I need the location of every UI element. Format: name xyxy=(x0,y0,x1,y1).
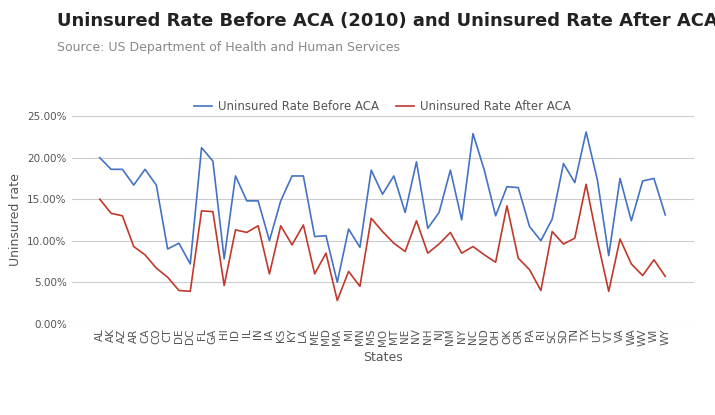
Line: Uninsured Rate After ACA: Uninsured Rate After ACA xyxy=(100,184,665,300)
Uninsured Rate Before ACA xyxy=(333,280,342,285)
Uninsured Rate After ACA xyxy=(650,257,659,262)
Legend: Uninsured Rate Before ACA, Uninsured Rate After ACA: Uninsured Rate Before ACA, Uninsured Rat… xyxy=(189,95,576,117)
Uninsured Rate After ACA xyxy=(220,283,229,288)
Uninsured Rate Before ACA xyxy=(220,256,229,261)
Uninsured Rate After ACA xyxy=(582,182,591,187)
Uninsured Rate After ACA xyxy=(480,252,488,257)
Uninsured Rate After ACA xyxy=(514,256,523,261)
Text: Source: US Department of Health and Human Services: Source: US Department of Health and Huma… xyxy=(57,42,400,54)
X-axis label: States: States xyxy=(363,352,403,364)
Uninsured Rate Before ACA xyxy=(96,155,104,160)
Uninsured Rate Before ACA xyxy=(265,238,274,243)
Uninsured Rate Before ACA xyxy=(514,185,523,190)
Uninsured Rate After ACA xyxy=(661,274,669,279)
Uninsured Rate After ACA xyxy=(277,223,285,228)
Y-axis label: Uninsured rate: Uninsured rate xyxy=(9,173,21,266)
Uninsured Rate Before ACA xyxy=(582,129,591,134)
Uninsured Rate Before ACA xyxy=(661,212,669,217)
Uninsured Rate Before ACA xyxy=(277,198,285,203)
Uninsured Rate After ACA xyxy=(96,197,104,202)
Uninsured Rate Before ACA xyxy=(650,176,659,181)
Uninsured Rate Before ACA xyxy=(480,168,488,173)
Uninsured Rate After ACA xyxy=(333,298,342,303)
Line: Uninsured Rate Before ACA: Uninsured Rate Before ACA xyxy=(100,132,665,282)
Uninsured Rate After ACA xyxy=(265,271,274,276)
Text: Uninsured Rate Before ACA (2010) and Uninsured Rate After ACA (2015): Uninsured Rate Before ACA (2010) and Uni… xyxy=(57,12,715,30)
